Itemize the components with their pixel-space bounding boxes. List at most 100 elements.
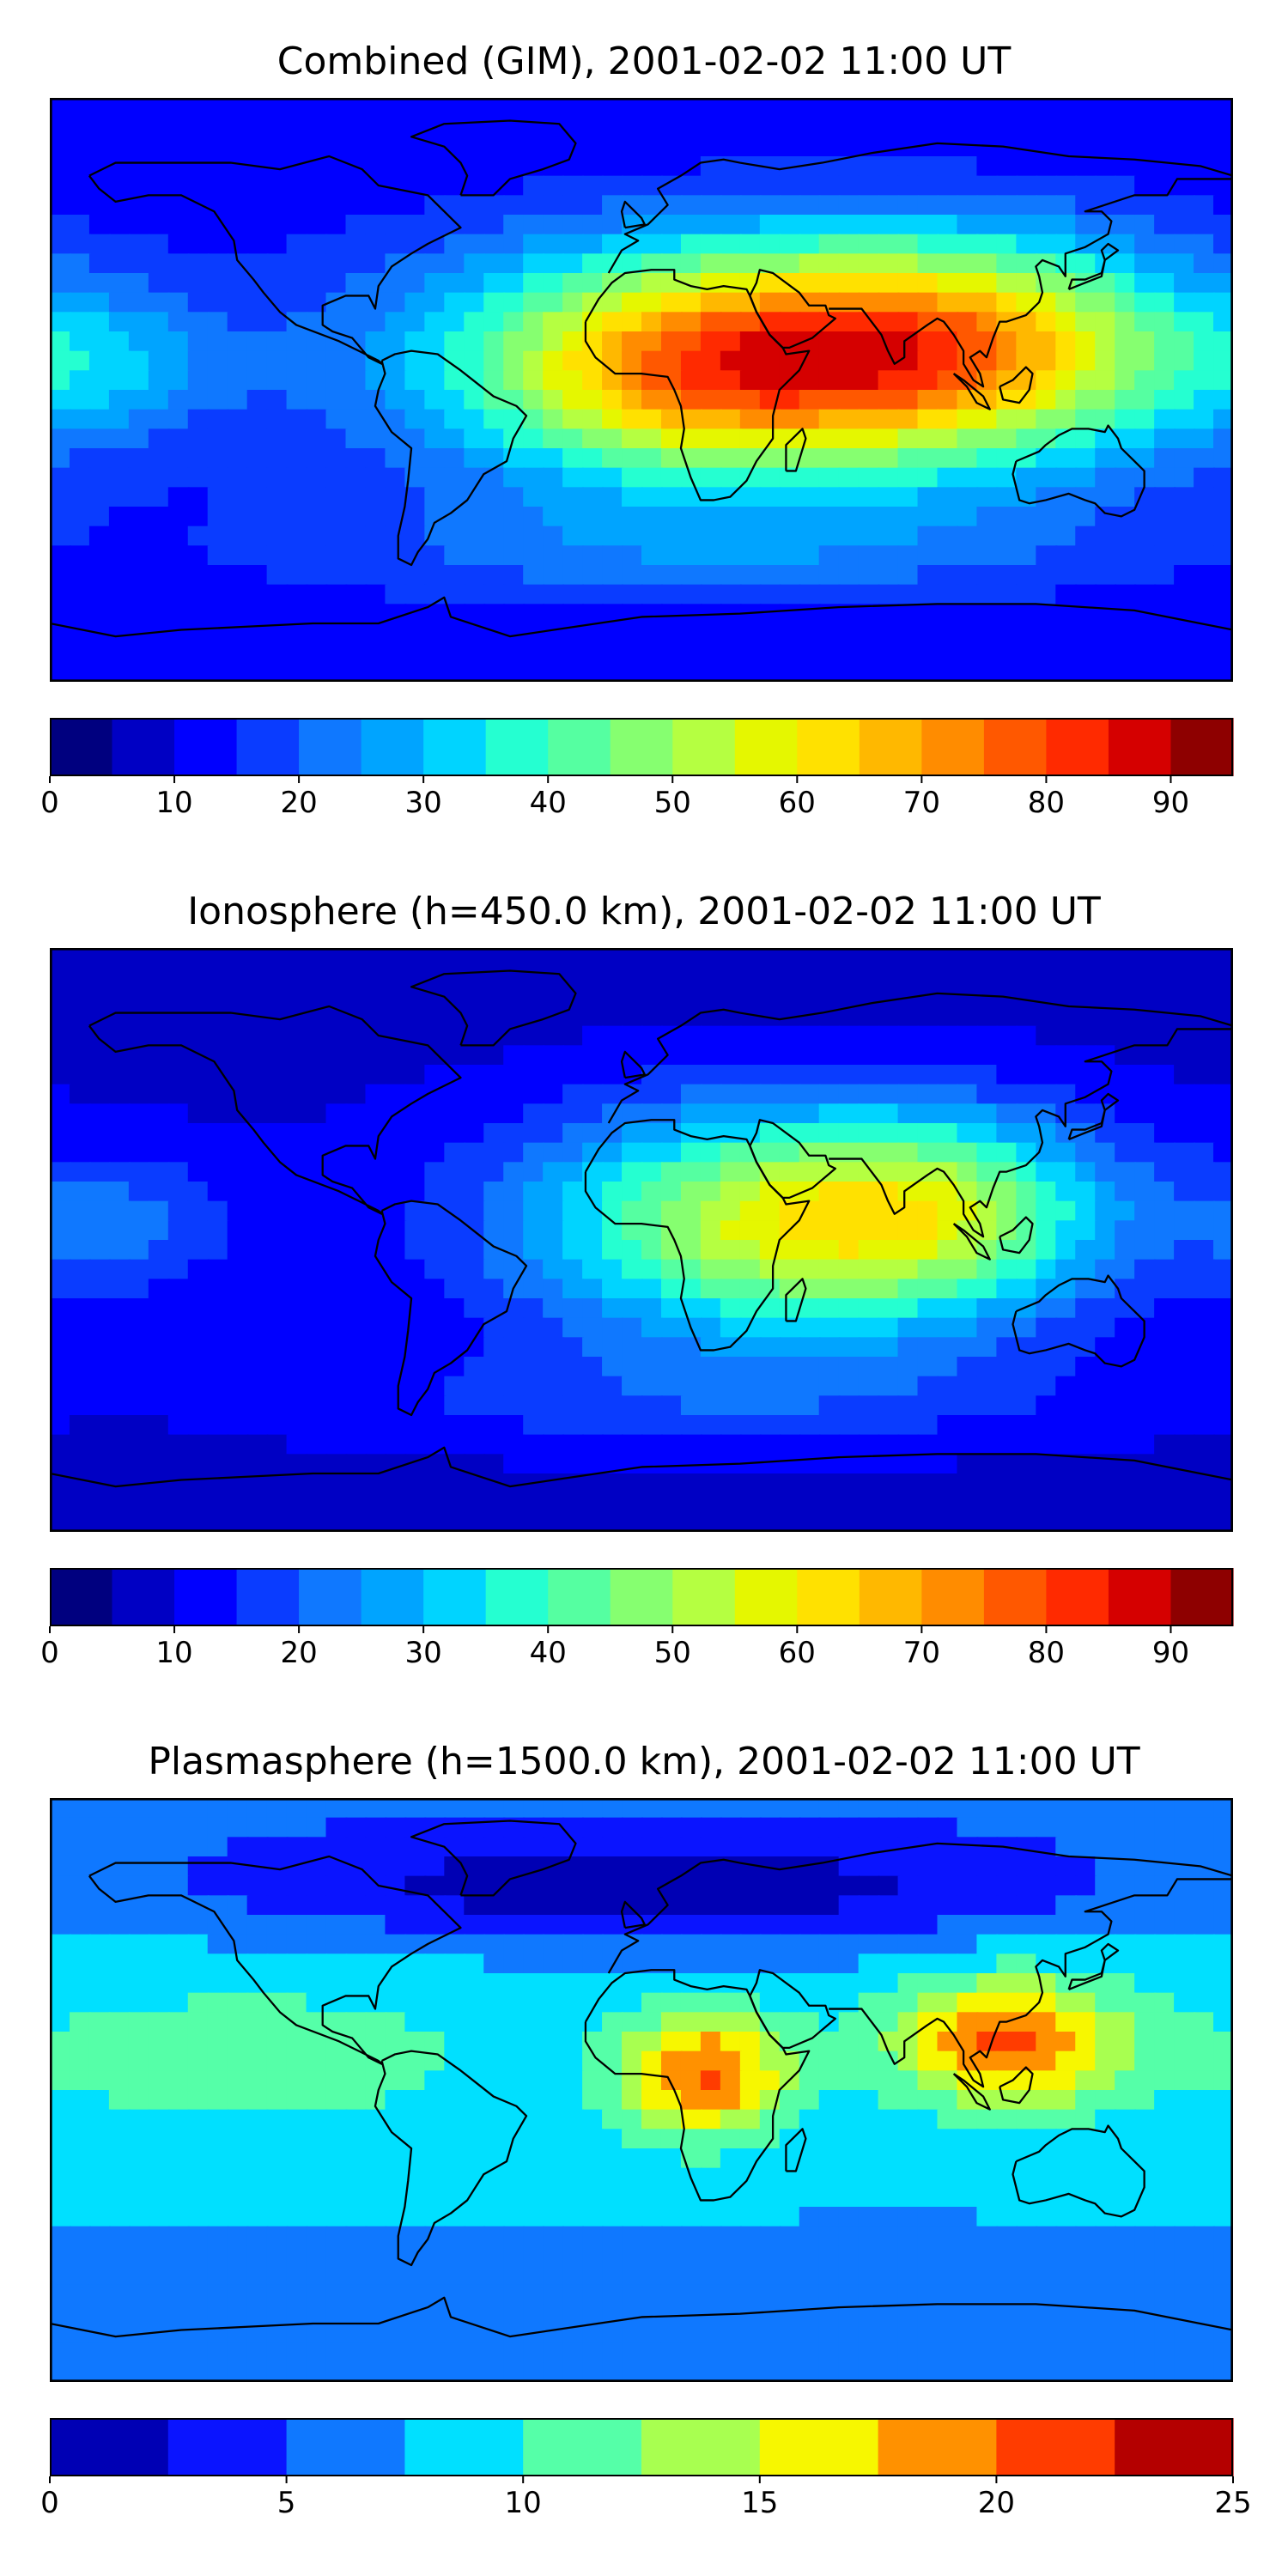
colorbar-segment (983, 1568, 1048, 1626)
coastline (829, 1028, 1233, 1238)
colorbar-tick-label: 0 (40, 2486, 59, 2520)
colorbar-tick-label: 40 (529, 1636, 567, 1670)
colorbar-segment (610, 718, 673, 776)
coastline (88, 1855, 462, 2065)
coastline (1012, 424, 1145, 518)
colorbar-segment (485, 718, 549, 776)
colorbar-tick-label: 70 (902, 786, 940, 820)
colorbar-segment (859, 718, 922, 776)
panel-2-title: Ionosphere (h=450.0 km), 2001-02-02 11:0… (187, 890, 1101, 933)
colorbar-segment (797, 1568, 860, 1626)
coastline (374, 2050, 528, 2267)
panel-1-map (50, 98, 1233, 682)
colorbar-segment (485, 1568, 549, 1626)
coastline (785, 428, 807, 472)
colorbar-segment (797, 718, 860, 776)
colorbar-segment (1170, 718, 1234, 776)
coastline (999, 366, 1034, 404)
panel-2-colorbar (49, 1568, 1234, 1633)
colorbar-tick-label: 70 (902, 1636, 940, 1670)
colorbar-segment (523, 2418, 642, 2476)
colorbar-segment (641, 2418, 761, 2476)
map-field (50, 98, 1233, 682)
coastline (1067, 1092, 1120, 1140)
coastline (88, 1005, 462, 1215)
colorbar-tick-label: 30 (404, 786, 442, 820)
coastline (584, 269, 811, 501)
colorbar-tick-label: 80 (1027, 786, 1066, 820)
colorbar-tick-label: 50 (653, 1636, 691, 1670)
colorbar-tick-label: 20 (280, 1636, 318, 1670)
colorbar-segment (50, 1568, 113, 1626)
colorbar-segment (1170, 1568, 1234, 1626)
colorbar-segment (1046, 718, 1109, 776)
map-frame (50, 1798, 1233, 2382)
colorbar-segment (734, 718, 798, 776)
coastline (952, 1223, 991, 1261)
colorbar-segment (361, 718, 424, 776)
colorbar-tick-label: 0 (40, 786, 59, 820)
colorbar-tick-label: 30 (404, 1636, 442, 1670)
coastline (829, 1878, 1233, 2088)
coastline (410, 1820, 577, 1897)
coastline (50, 1446, 1233, 1488)
coastline (1067, 242, 1120, 290)
colorbar-tick-label: 10 (504, 2486, 542, 2520)
coastline (1012, 1274, 1145, 1368)
colorbar-segment (548, 718, 611, 776)
colorbar-segment (1108, 718, 1172, 776)
coastline (410, 969, 577, 1047)
colorbar-tick-label: 80 (1027, 1636, 1066, 1670)
coastline (607, 1842, 1233, 1974)
colorbar-tick-label: 25 (1214, 2486, 1252, 2520)
colorbar-segment (50, 2418, 169, 2476)
colorbar-frame (50, 718, 1233, 776)
colorbar-segment (672, 718, 736, 776)
coastline (50, 2296, 1233, 2338)
coastline (607, 142, 1233, 274)
colorbar-segment (921, 718, 985, 776)
coastline (620, 1050, 646, 1079)
colorbar-segment (286, 2418, 405, 2476)
colorbar-segment (610, 1568, 673, 1626)
colorbar-frame (50, 1568, 1233, 1626)
colorbar-tick-label: 15 (741, 2486, 779, 2520)
panel-2-map (50, 948, 1233, 1532)
coastline (749, 1119, 836, 1200)
coastline (620, 200, 646, 229)
colorbar-segment (672, 1568, 736, 1626)
coastline (584, 1119, 811, 1352)
coastline (785, 2128, 807, 2172)
colorbar-tick-label: 0 (40, 1636, 59, 1670)
colorbar-segment (174, 718, 238, 776)
colorbar-tick-label: 5 (276, 2486, 296, 2520)
coastline (88, 155, 462, 365)
map-frame (50, 98, 1233, 682)
coastline (1067, 1942, 1120, 1990)
coastline (749, 269, 836, 349)
colorbar-segment (1108, 1568, 1172, 1626)
colorbar-segment (921, 1568, 985, 1626)
panel-1-colorbar (49, 718, 1234, 783)
colorbar-segment (112, 718, 175, 776)
coastline (952, 373, 991, 410)
colorbar-segment (548, 1568, 611, 1626)
colorbar-segment (299, 1568, 362, 1626)
coastline (999, 1216, 1034, 1255)
colorbar-tick-label: 20 (280, 786, 318, 820)
coastline (410, 119, 577, 197)
coastline (952, 2073, 991, 2111)
coastline (607, 992, 1233, 1124)
colorbar-segment (236, 1568, 300, 1626)
colorbar-segment (299, 718, 362, 776)
panel-3-map (50, 1798, 1233, 2382)
colorbar-segment (859, 1568, 922, 1626)
panel-1-title: Combined (GIM), 2001-02-02 11:00 UT (276, 39, 1012, 83)
colorbar-segment (1046, 1568, 1109, 1626)
colorbar-tick-label: 10 (155, 786, 193, 820)
colorbar-tick-label: 90 (1151, 786, 1190, 820)
colorbar-segment (404, 2418, 524, 2476)
colorbar-tick-label: 50 (653, 786, 691, 820)
colorbar-segment (759, 2418, 879, 2476)
colorbar-segment (167, 2418, 288, 2476)
